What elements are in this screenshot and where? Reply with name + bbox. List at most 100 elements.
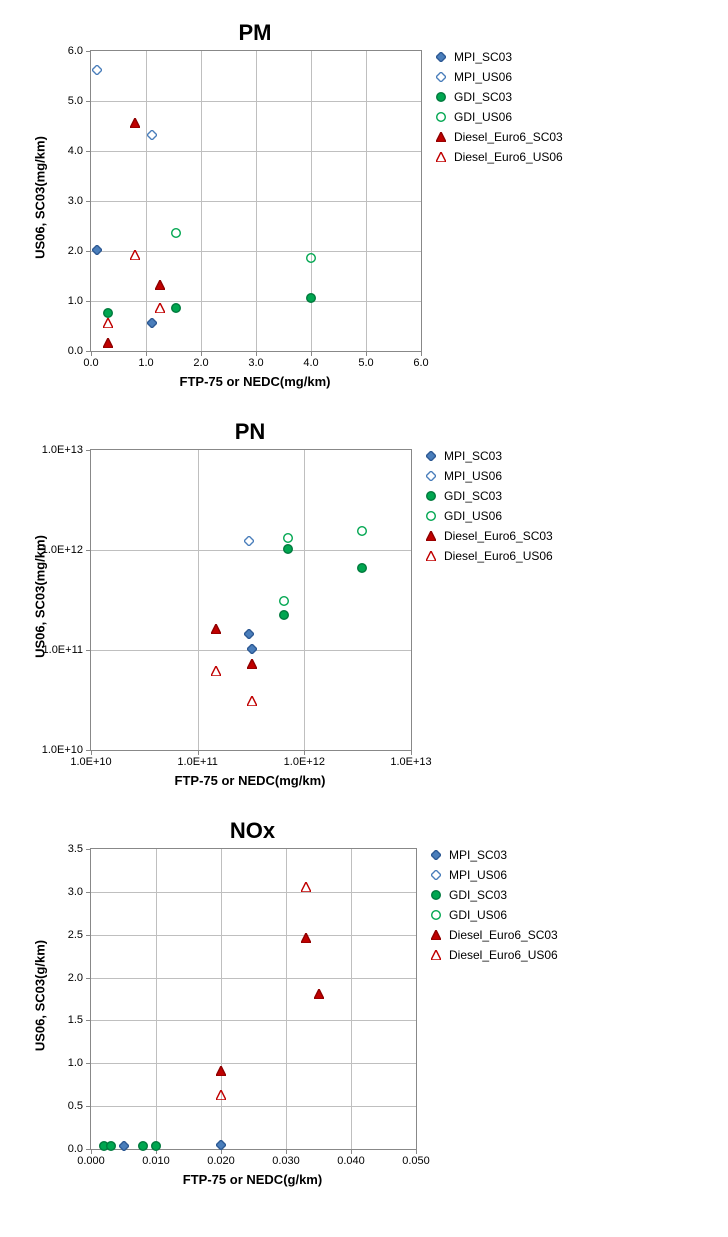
- data-point: [301, 879, 311, 897]
- data-point: [279, 593, 289, 611]
- x-tick-label: 0.020: [207, 1155, 235, 1167]
- y-axis-label: US06, SC03(g/km): [33, 846, 48, 1146]
- circle-marker-icon: [424, 489, 438, 503]
- legend-label: Diesel_Euro6_US06: [449, 948, 558, 962]
- triangle-marker-icon: [429, 928, 443, 942]
- data-point: [171, 225, 181, 243]
- y-tick-label: 1.0E+10: [42, 744, 83, 756]
- x-tick-label: 0.050: [402, 1155, 430, 1167]
- diamond-marker-icon: [429, 868, 443, 882]
- legend-item: MPI_SC03: [429, 848, 558, 862]
- data-point: [119, 1138, 129, 1156]
- x-tick-label: 1.0E+13: [390, 756, 431, 768]
- legend-item: GDI_US06: [424, 509, 553, 523]
- x-tick-label: 1.0E+11: [177, 756, 217, 768]
- y-tick-label: 1.0E+11: [43, 644, 83, 656]
- y-tick-label: 1.0E+12: [42, 544, 83, 556]
- data-point: [211, 621, 221, 639]
- data-point: [171, 300, 181, 318]
- data-point: [211, 663, 221, 681]
- data-point: [306, 290, 316, 308]
- data-point: [306, 250, 316, 268]
- legend-label: Diesel_Euro6_US06: [454, 150, 563, 164]
- legend-item: MPI_SC03: [424, 449, 553, 463]
- y-tick-label: 3.5: [68, 843, 83, 855]
- y-tick-label: 5.0: [68, 95, 83, 107]
- x-tick-label: 0.030: [272, 1155, 300, 1167]
- legend-label: Diesel_Euro6_SC03: [444, 529, 553, 543]
- data-point: [247, 693, 257, 711]
- x-tick-label: 4.0: [303, 357, 318, 369]
- legend-label: MPI_US06: [454, 70, 512, 84]
- legend-label: MPI_US06: [444, 469, 502, 483]
- charts-container: PMUS06, SC03(mg/km)0.01.02.03.04.05.06.0…: [20, 20, 708, 1187]
- legend-item: GDI_SC03: [424, 489, 553, 503]
- triangle-marker-icon: [429, 948, 443, 962]
- chart-wrapper: PMUS06, SC03(mg/km)0.01.02.03.04.05.06.0…: [20, 20, 708, 389]
- x-axis-label: FTP-75 or NEDC(mg/km): [90, 374, 420, 389]
- x-tick-label: 0.040: [337, 1155, 365, 1167]
- legend-item: Diesel_Euro6_US06: [429, 948, 558, 962]
- data-point: [92, 62, 102, 80]
- triangle-marker-icon: [424, 549, 438, 563]
- legend-label: GDI_SC03: [449, 888, 507, 902]
- data-point: [301, 930, 311, 948]
- y-axis-label: US06, SC03(mg/km): [33, 48, 48, 348]
- y-tick-label: 0.0: [68, 1143, 83, 1155]
- legend-item: MPI_US06: [424, 469, 553, 483]
- legend: MPI_SC03MPI_US06GDI_SC03GDI_US06Diesel_E…: [429, 848, 558, 968]
- plot-area: 1.0E+101.0E+111.0E+121.0E+131.0E+101.0E+…: [90, 449, 412, 751]
- triangle-marker-icon: [434, 130, 448, 144]
- y-tick-label: 1.5: [68, 1014, 83, 1026]
- y-tick-label: 0.0: [68, 345, 83, 357]
- plot-area: 0.01.02.03.04.05.06.00.01.02.03.04.05.06…: [90, 50, 422, 352]
- legend-item: MPI_US06: [429, 868, 558, 882]
- y-tick-label: 3.0: [68, 195, 83, 207]
- legend-item: GDI_SC03: [434, 90, 563, 104]
- y-tick-label: 1.0E+13: [42, 444, 83, 456]
- data-point: [155, 300, 165, 318]
- y-tick-label: 0.5: [68, 1100, 83, 1112]
- x-tick-label: 2.0: [193, 357, 208, 369]
- y-tick-label: 2.0: [68, 245, 83, 257]
- legend-label: MPI_SC03: [454, 50, 512, 64]
- data-point: [151, 1138, 161, 1156]
- x-tick-label: 0.0: [83, 357, 98, 369]
- x-tick-label: 5.0: [358, 357, 373, 369]
- chart-title: NOx: [90, 818, 415, 844]
- circle-marker-icon: [434, 90, 448, 104]
- legend-label: GDI_US06: [454, 110, 512, 124]
- legend-item: Diesel_Euro6_US06: [434, 150, 563, 164]
- x-tick-label: 0.000: [77, 1155, 105, 1167]
- legend-item: GDI_SC03: [429, 888, 558, 902]
- plot-area: 0.0000.0100.0200.0300.0400.0500.00.51.01…: [90, 848, 417, 1150]
- y-tick-label: 2.0: [68, 972, 83, 984]
- legend-label: MPI_SC03: [449, 848, 507, 862]
- data-point: [216, 1063, 226, 1081]
- data-point: [155, 277, 165, 295]
- y-tick-label: 6.0: [68, 45, 83, 57]
- y-axis-label: US06, SC03(mg/km): [33, 447, 48, 747]
- x-tick-label: 1.0E+10: [70, 756, 111, 768]
- data-point: [106, 1138, 116, 1156]
- data-point: [130, 247, 140, 265]
- x-tick-label: 1.0E+12: [284, 756, 325, 768]
- y-tick-label: 1.0: [68, 1057, 83, 1069]
- chart-title: PN: [90, 419, 410, 445]
- y-tick-label: 1.0: [68, 295, 83, 307]
- y-tick-label: 4.0: [68, 145, 83, 157]
- x-axis-label: FTP-75 or NEDC(mg/km): [90, 773, 410, 788]
- data-point: [216, 1087, 226, 1105]
- circle-marker-icon: [424, 509, 438, 523]
- data-point: [103, 315, 113, 333]
- legend-item: Diesel_Euro6_SC03: [424, 529, 553, 543]
- data-point: [357, 523, 367, 541]
- data-point: [357, 560, 367, 578]
- data-point: [103, 335, 113, 353]
- data-point: [92, 242, 102, 260]
- chart-wrapper: NOx US06, SC03(g/km) 0.0000.0100.0200.0300…: [20, 818, 708, 1187]
- legend-item: MPI_SC03: [434, 50, 563, 64]
- data-point: [283, 530, 293, 548]
- circle-marker-icon: [429, 908, 443, 922]
- x-tick-label: 6.0: [413, 357, 428, 369]
